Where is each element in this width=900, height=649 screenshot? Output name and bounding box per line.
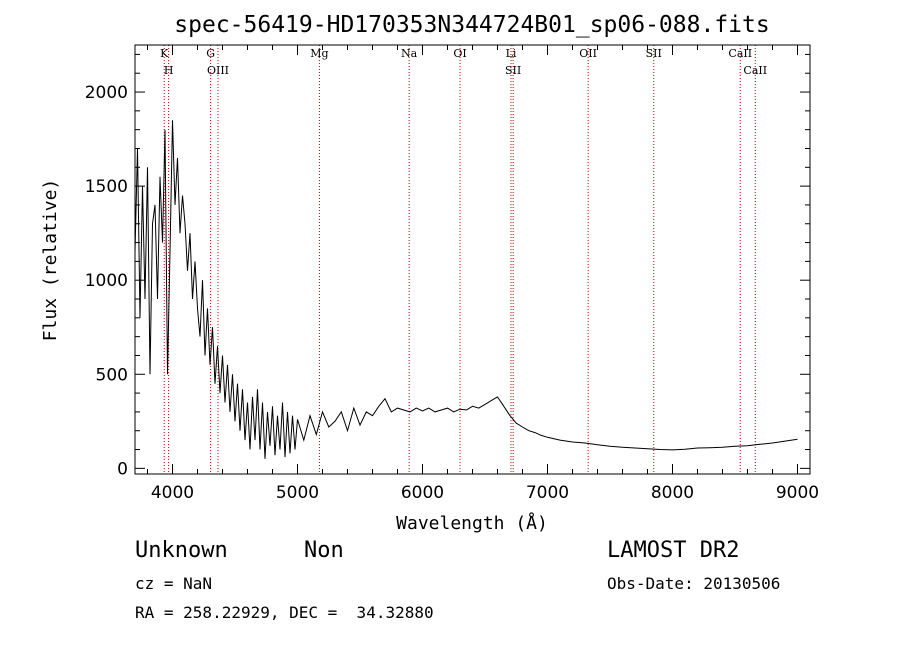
spectrum-line-0 — [134, 120, 798, 459]
spectral-line-label-oi-6: OI — [453, 47, 466, 60]
spectral-line-label-na-5: Na — [401, 47, 418, 60]
y-tick-label-0: 0 — [117, 459, 128, 479]
y-tick-label-1500: 1500 — [85, 177, 128, 197]
x-tick-label-9000: 9000 — [776, 483, 819, 503]
axis-ticks: 4000 5000 6000 7000 8000 9000 0 500 1000 1500 2000 — [85, 45, 819, 503]
spectral-line-label-h-1: H — [164, 64, 174, 77]
spectral-line-label-k-0: K — [160, 47, 169, 60]
spectral-line-label-caii-12: CaII — [743, 64, 767, 77]
chart-title: spec-56419-HD170353N344724B01_sp06-088.f… — [174, 12, 769, 38]
spectral-line-label-g-2: G — [206, 47, 215, 60]
x-tick-label-4000: 4000 — [151, 483, 194, 503]
object-subclass: Non — [304, 538, 344, 563]
spectral-line-label-li-7: Li — [506, 47, 517, 60]
x-tick-label-8000: 8000 — [651, 483, 694, 503]
obs-date: Obs-Date: 20130506 — [607, 574, 781, 593]
x-axis-label: Wavelength (Å) — [396, 512, 548, 534]
x-tick-label-7000: 7000 — [526, 483, 569, 503]
y-tick-label-2000: 2000 — [85, 83, 128, 103]
spectral-line-label-sii-10: SII — [646, 47, 662, 60]
x-tick-label-6000: 6000 — [401, 483, 444, 503]
object-class: Unknown — [135, 538, 228, 563]
spectral-line-markers: KH G OIII Mg Na OI Li SII OII SII CaII CaII — [160, 45, 767, 474]
spectral-line-label-sii-8: SII — [505, 64, 521, 77]
coordinates: RA = 258.22929, DEC = 34.32880 — [135, 603, 434, 622]
x-tick-label-5000: 5000 — [276, 483, 319, 503]
spectral-line-label-oiii-3: OIII — [207, 64, 229, 77]
spectral-line-label-caii-11: CaII — [728, 47, 752, 60]
y-tick-label-500: 500 — [96, 365, 128, 385]
y-axis-label: Flux (relative) — [40, 179, 61, 342]
spectral-line-label-oii-9: OII — [579, 47, 597, 60]
y-tick-label-1000: 1000 — [85, 271, 128, 291]
spectrum-series — [134, 120, 798, 459]
redshift-readout: cz = NaN — [135, 574, 213, 593]
survey-name: LAMOST DR2 — [607, 538, 740, 563]
spectral-line-label-mg-4: Mg — [310, 47, 328, 60]
